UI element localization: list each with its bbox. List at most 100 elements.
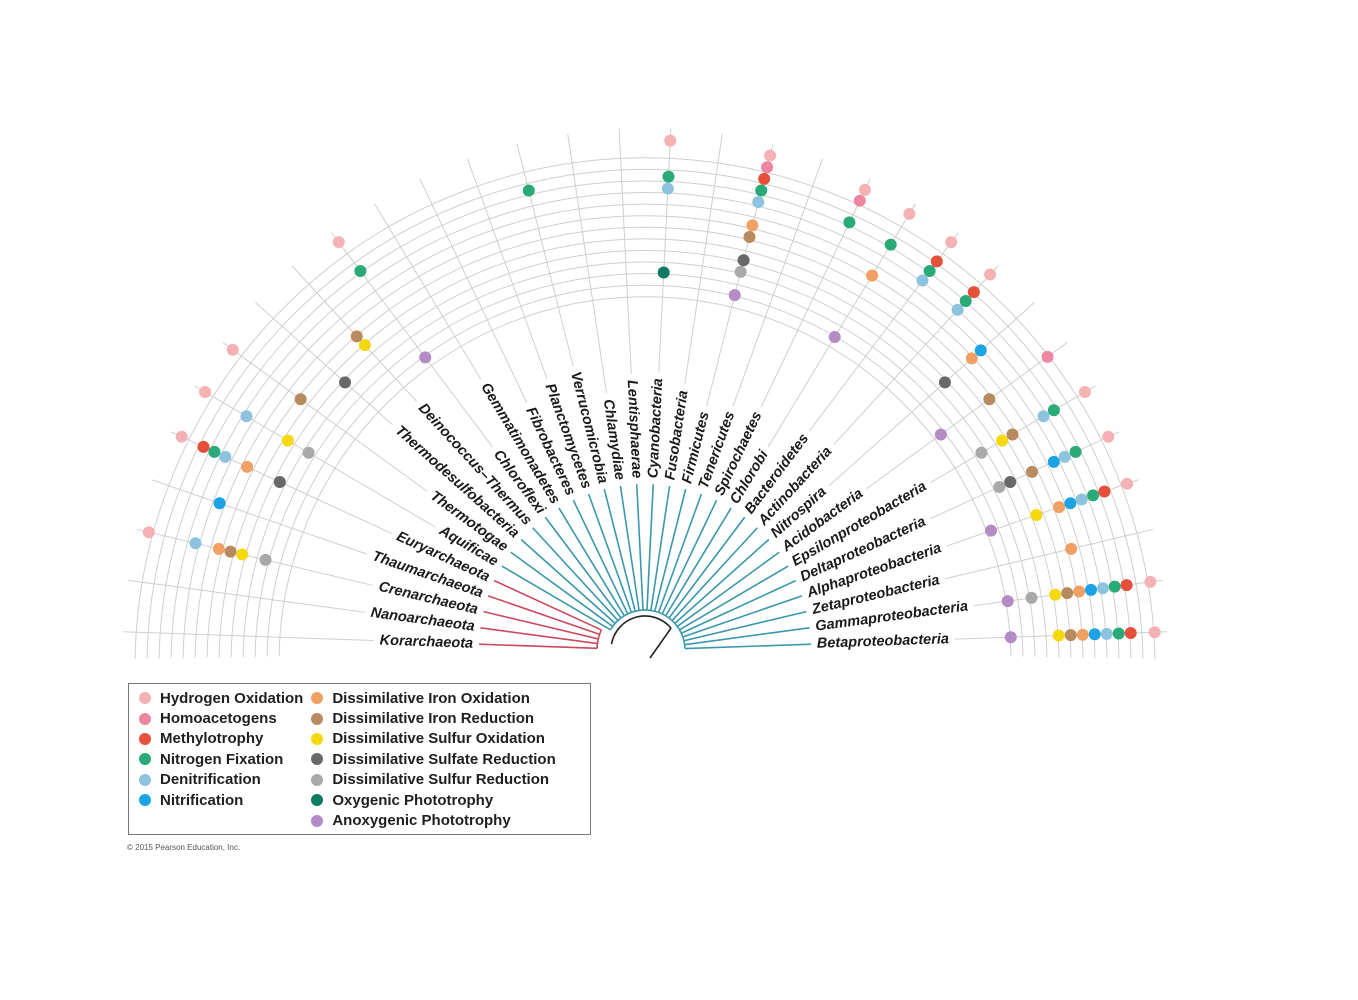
trait-dot-fered (224, 545, 237, 558)
taxon-branch (480, 627, 598, 645)
trait-dot-sred (259, 553, 272, 566)
trait-dot-h2 (664, 134, 677, 147)
taxon-ray (194, 385, 436, 528)
taxon-ray (618, 128, 632, 375)
trait-dot-sox (996, 434, 1009, 447)
taxon-branch (681, 579, 797, 635)
legend-dot-icon (311, 814, 324, 827)
trait-dot-methyl (1124, 627, 1137, 640)
trait-dot-denit (219, 450, 232, 463)
trait-dot-homo (761, 161, 774, 174)
trait-dot-denit (1058, 450, 1071, 463)
trait-dot-oxy (657, 266, 670, 279)
trait-ring (134, 157, 1156, 659)
taxon-branch (479, 643, 598, 650)
legend-item: Nitrification (139, 790, 303, 810)
root-arc (610, 615, 672, 645)
root-line (649, 627, 672, 659)
legend-item: Dissimilative Iron Reduction (311, 708, 555, 728)
trait-dot-nfix (843, 216, 856, 229)
trait-dot-denit (752, 196, 765, 209)
trait-dot-feox (746, 219, 759, 232)
taxon-branch (682, 595, 803, 638)
trait-dot-nfix (1112, 627, 1125, 640)
trait-dot-sox (1052, 629, 1065, 642)
taxon-branch (679, 565, 789, 631)
legend-item: Oxygenic Phototrophy (311, 790, 555, 810)
taxon-branch (635, 484, 644, 611)
trait-dot-nfix (923, 264, 936, 277)
trait-dot-nfix (208, 445, 221, 458)
trait-dot-fered (1064, 629, 1077, 642)
trait-dot-h2 (332, 236, 345, 249)
taxon-branch (501, 565, 611, 631)
legend-label: Methylotrophy (160, 730, 264, 748)
legend-item: Anoxygenic Phototrophy (311, 810, 555, 830)
trait-dot-denit (1075, 493, 1088, 506)
trait-dot-feox (965, 352, 978, 365)
trait-dot-anoxy (828, 331, 841, 344)
legend-dot-icon (311, 692, 324, 705)
taxon-branch (532, 527, 619, 622)
taxon-branch (483, 610, 599, 640)
taxon-ray (930, 431, 1120, 520)
legend-dot-icon (311, 732, 324, 745)
taxon-branch (487, 595, 600, 636)
legend-dot-icon (139, 794, 151, 807)
trait-dot-feox (1076, 628, 1089, 641)
trait-dot-fered (1006, 428, 1019, 441)
trait-ring (182, 203, 1108, 659)
legend-label: Denitrification (160, 771, 261, 789)
trait-dot-nfix (755, 184, 768, 197)
trait-dot-h2 (903, 207, 916, 220)
legend-column: Hydrogen Oxidation Homoacetogens Methylotr… (139, 688, 303, 834)
taxon-ray (419, 178, 528, 404)
taxon-branch (572, 499, 629, 615)
legend-label: Dissimilative Sulfur Reduction (332, 771, 550, 789)
trait-dot-fered (743, 231, 756, 244)
taxon-ray (567, 133, 608, 394)
trait-dot-h2 (984, 268, 997, 281)
taxon-branch (558, 507, 625, 617)
taxon-ray (732, 158, 823, 407)
trait-dot-fered (1025, 465, 1038, 478)
legend-dot-icon (139, 732, 151, 745)
taxon-branch (684, 627, 810, 646)
trait-dot-feox (212, 542, 225, 555)
taxon-ray (255, 302, 393, 426)
trait-dot-denit (661, 182, 674, 195)
legend-label: Anoxygenic Phototrophy (332, 812, 511, 830)
trait-dot-anoxy (419, 351, 432, 364)
taxon-branch (520, 538, 616, 624)
legend: Hydrogen Oxidation Homoacetogens Methylotr… (128, 683, 591, 835)
taxon-ray (516, 143, 574, 367)
trait-ring (254, 273, 1036, 657)
taxon-ray (373, 203, 482, 380)
legend-label: Dissimilative Sulfur Oxidation (332, 730, 545, 748)
legend-label: Oxygenic Phototrophy (332, 791, 494, 809)
trait-dot-h2 (142, 526, 155, 539)
trait-dot-methyl (930, 255, 943, 268)
trait-dot-nitri (1064, 497, 1077, 510)
trait-dot-denit (189, 537, 202, 550)
legend-item: Nitrogen Fixation (139, 749, 303, 769)
trait-dot-anoxy (934, 428, 947, 441)
trait-dot-sox (281, 434, 294, 447)
taxon-branch (683, 610, 807, 642)
trait-ring (206, 226, 1084, 658)
trait-dot-homo (1041, 350, 1054, 363)
trait-dot-feox (241, 460, 254, 473)
trait-dot-nfix (1069, 445, 1082, 458)
trait-dot-fered (983, 393, 996, 406)
trait-dot-sred (993, 480, 1006, 493)
trait-dot-nfix (354, 264, 367, 277)
legend-item: Dissimilative Iron Oxidation (311, 688, 555, 708)
legend-label: Homoacetogens (160, 710, 277, 728)
trait-dot-homo (853, 194, 866, 207)
trait-ring (278, 296, 1012, 657)
taxon-branch (674, 538, 770, 624)
trait-dot-h2 (858, 183, 871, 196)
trait-dot-denit (1100, 627, 1113, 640)
taxon-ray (467, 158, 548, 379)
tree-branches (479, 484, 811, 659)
